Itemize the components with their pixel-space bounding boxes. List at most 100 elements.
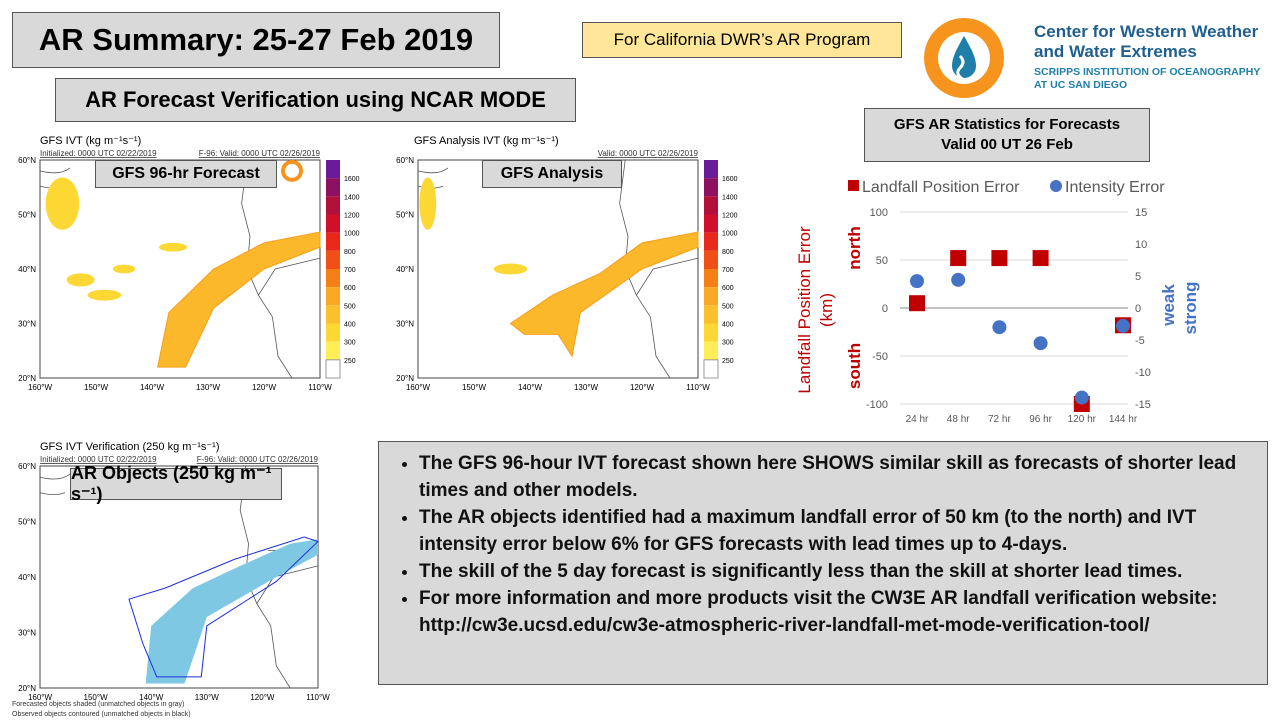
intensity-error-point: [992, 320, 1007, 335]
colorbar-swatch: [326, 196, 340, 215]
ivt-patch: [66, 273, 95, 287]
lon-tick: 140°W: [139, 693, 164, 702]
colorbar-label: 800: [722, 249, 734, 256]
colorbar-label: 250: [722, 358, 734, 365]
y-left-label: Landfall Position Error: [795, 226, 814, 394]
colorbar-swatch: [326, 232, 340, 251]
lat-tick: 30°N: [18, 629, 36, 638]
colorbar-swatch: [704, 305, 718, 324]
colorbar-swatch: [704, 214, 718, 233]
ar-objects-map: GFS IVT Verification (250 kg m⁻¹s⁻¹) Init…: [0, 434, 330, 720]
forecast-object: [145, 539, 318, 684]
colorbar-swatch: [704, 323, 718, 342]
weak-label: weak: [1159, 284, 1178, 327]
strong-label: strong: [1181, 282, 1200, 335]
ivt-patch: [159, 242, 187, 252]
map-label-analysis: GFS Analysis: [482, 160, 622, 188]
colorbar-label: 600: [722, 285, 734, 292]
colorbar-swatch: [704, 250, 718, 269]
colorbar-label: 1400: [344, 194, 360, 201]
colorbar-swatch: [704, 160, 718, 179]
lon-tick: 120°W: [250, 693, 275, 702]
lon-tick: 150°W: [462, 383, 487, 392]
colorbar-swatch: [326, 160, 340, 179]
lon-tick: 140°W: [518, 383, 543, 392]
lon-tick: 150°W: [84, 383, 109, 392]
colorbar-label: 1000: [722, 231, 738, 238]
colorbar-swatch: [326, 214, 340, 233]
logo-line1: Center for Western Weather: [1034, 22, 1259, 41]
lon-tick: 130°W: [195, 693, 220, 702]
colorbar-swatch: [326, 305, 340, 324]
legend-intensity: Intensity Error: [1065, 179, 1165, 196]
lat-tick: 20°N: [18, 684, 36, 693]
bullet-item: The GFS 96-hour IVT forecast shown here …: [419, 450, 1257, 504]
x-tick: 48 hr: [947, 414, 970, 425]
landfall-error-point: [950, 250, 967, 267]
map-valid-time: F-96: Valid: 0000 UTC 02/26/2019: [197, 455, 319, 464]
map-valid-time: Valid: 0000 UTC 02/26/2019: [598, 149, 699, 158]
map-canvas: GFS IVT Verification (250 kg m⁻¹s⁻¹) Init…: [12, 441, 330, 718]
colorbar-label: 800: [344, 249, 356, 256]
colorbar-swatch: [326, 250, 340, 269]
colorbar-swatch: [704, 178, 718, 197]
map-header: GFS IVT Verification (250 kg m⁻¹s⁻¹): [40, 441, 220, 453]
y-right-tick: 0: [1135, 303, 1141, 315]
ivt-patch: [87, 289, 122, 301]
slide-title: AR Summary: 25-27 Feb 2019: [12, 12, 500, 68]
cw3e-logo: Center for Western Weather and Water Ext…: [922, 12, 1272, 108]
intensity-error-point: [1033, 336, 1048, 351]
colorbar-label: 700: [722, 267, 734, 274]
bullet-item: The skill of the 5 day forecast is signi…: [419, 558, 1257, 585]
gfs-forecast-map: GFS IVT (kg m⁻¹s⁻¹) Initialized: 0000 UTC…: [0, 128, 375, 410]
ivt-patch: [493, 263, 528, 275]
intensity-error-point: [1074, 390, 1089, 405]
ivt-patch: [45, 177, 80, 230]
map-header: GFS Analysis IVT (kg m⁻¹s⁻¹): [414, 135, 559, 147]
y-left-unit: (km): [817, 293, 836, 327]
logo-line2: and Water Extremes: [1034, 42, 1197, 61]
lat-tick: 60°N: [396, 156, 414, 165]
map-init-time: Initialized: 0000 UTC 02/22/2019: [40, 149, 157, 158]
x-tick: 24 hr: [906, 414, 929, 425]
landfall-error-point: [909, 295, 925, 312]
legend-circle-icon: [1050, 180, 1062, 192]
map-frame: [417, 159, 699, 379]
x-tick: 120 hr: [1068, 414, 1097, 425]
ivt-patch: [419, 177, 437, 230]
legend-landfall: Landfall Position Error: [862, 179, 1020, 196]
lon-tick: 160°W: [406, 383, 431, 392]
bullet-item: The AR objects identified had a maximum …: [419, 504, 1257, 558]
lon-tick: 160°W: [28, 693, 53, 702]
subtitle: AR Forecast Verification using NCAR MODE: [55, 78, 576, 122]
lat-tick: 40°N: [18, 265, 36, 274]
colorbar-label: 1200: [722, 213, 738, 220]
colorbar-swatch: [326, 178, 340, 197]
lon-tick: 150°W: [84, 693, 109, 702]
ivt-plume: [156, 231, 321, 368]
x-tick: 144 hr: [1109, 414, 1138, 425]
lat-tick: 20°N: [18, 374, 36, 383]
landfall-error-point: [1032, 250, 1049, 267]
lon-tick: 120°W: [630, 383, 655, 392]
lon-tick: 110°W: [308, 383, 332, 392]
mini-logo-icon: [281, 159, 303, 182]
lat-tick: 50°N: [18, 211, 36, 220]
summary-bullets: The GFS 96-hour IVT forecast shown here …: [378, 441, 1268, 685]
colorbar-swatch: [326, 323, 340, 342]
legend-square-icon: [848, 180, 859, 191]
stats-title: GFS AR Statistics for Forecasts Valid 00…: [864, 108, 1150, 162]
lon-tick: 120°W: [252, 383, 277, 392]
y-left-tick: 50: [876, 255, 888, 267]
map-footer-1: Forecasted objects shaded (unmatched obj…: [12, 701, 184, 708]
colorbar-label: 300: [344, 340, 356, 347]
lat-tick: 50°N: [396, 211, 414, 220]
colorbar-label: 300: [722, 340, 734, 347]
y-right-tick: -10: [1135, 367, 1151, 379]
lat-tick: 40°N: [18, 573, 36, 582]
y-left-tick: 0: [882, 303, 888, 315]
x-tick: 72 hr: [988, 414, 1011, 425]
stats-title-line1: GFS AR Statistics for Forecasts: [893, 116, 1121, 133]
lat-tick: 60°N: [18, 462, 36, 471]
colorbar-label: 1200: [344, 213, 360, 220]
